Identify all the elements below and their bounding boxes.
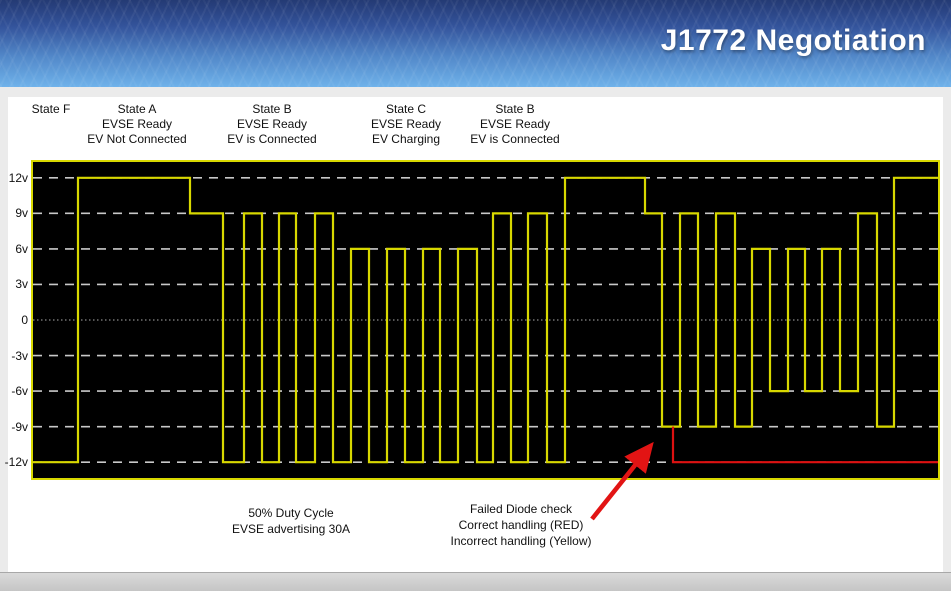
footnote-line: Incorrect handling (Yellow) (450, 534, 592, 548)
waveform-canvas (33, 176, 938, 464)
state-label: State B EVSE Ready EV is Connected (177, 102, 367, 147)
footnote-line: Failed Diode check (469, 502, 573, 516)
footnote: 50% Duty Cycle EVSE advertising 30A (171, 505, 411, 537)
state-label-line: State F (31, 102, 71, 116)
state-label-line: State B (495, 102, 535, 116)
y-tick-label: 0 (21, 313, 28, 327)
y-tick-label: 9v (15, 206, 28, 221)
pilot-trace-incorrect-handling (33, 176, 938, 464)
state-label: State C EVSE Ready EV Charging (311, 102, 501, 147)
state-label-line: EVSE Ready (236, 117, 308, 131)
waveform-plot (31, 160, 940, 480)
footnote: Failed Diode check Correct handling (RED)… (401, 501, 641, 549)
footnote-line: Correct handling (RED) (458, 518, 584, 532)
slide-footer-bar (0, 572, 951, 591)
slide-title: J1772 Negotiation (660, 24, 926, 57)
state-label: State B EVSE Ready EV is Connected (420, 102, 610, 147)
footnote-line: 50% Duty Cycle (248, 506, 334, 520)
state-label-line: EV is Connected (227, 132, 317, 146)
y-tick-label: -3v (11, 348, 28, 363)
state-label-line: EVSE Ready (101, 117, 173, 131)
state-label-line: State C (385, 102, 427, 116)
state-label: State F (0, 102, 146, 117)
y-tick-label: 12v (8, 170, 28, 185)
state-label-line: EV Not Connected (87, 132, 187, 146)
state-label: State A EVSE Ready EV Not Connected (42, 102, 232, 147)
y-tick-label: 3v (15, 277, 28, 292)
state-label-line: EVSE Ready (479, 117, 551, 131)
state-label-line: EVSE Ready (370, 117, 442, 131)
state-label-line: State B (252, 102, 292, 116)
y-tick-label: -9v (11, 419, 28, 434)
y-tick-label: -6v (11, 384, 28, 399)
failed-diode-arrow (590, 441, 654, 521)
arrow-line (590, 441, 654, 521)
y-tick-label: 6v (15, 241, 28, 256)
state-label-line: EV is Connected (470, 132, 560, 146)
slide-header: J1772 Negotiation (0, 0, 951, 87)
footnote-line: EVSE advertising 30A (231, 522, 351, 536)
pilot-trace-correct-handling (671, 426, 938, 464)
y-tick-label: -12v (4, 455, 28, 470)
state-label-line: State A (117, 102, 157, 116)
state-label-line: EV Charging (371, 132, 441, 146)
